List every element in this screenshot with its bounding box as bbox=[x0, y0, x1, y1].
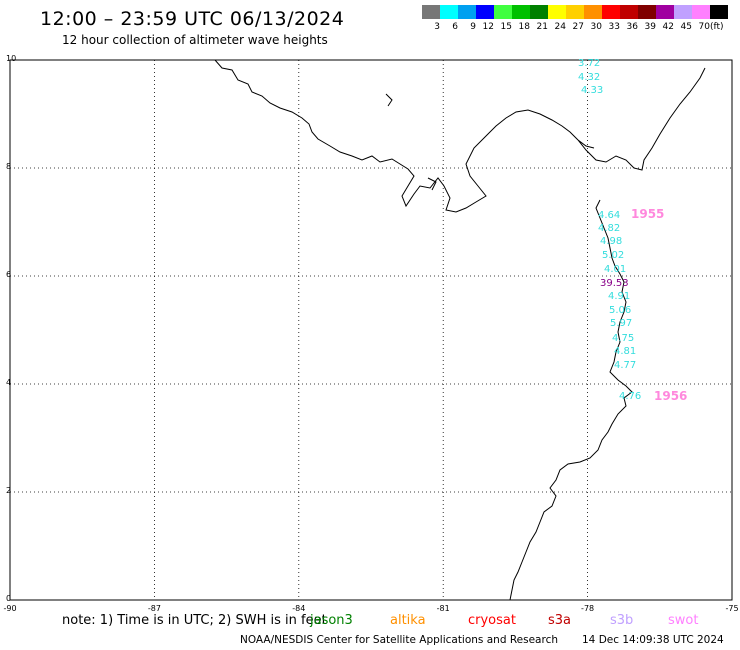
coastline-south bbox=[509, 199, 633, 601]
legend-bin-label: 21 bbox=[536, 22, 548, 32]
legend-bin-label: 6 bbox=[452, 22, 458, 32]
legend-swatch bbox=[440, 5, 458, 19]
mission-label: altika bbox=[390, 613, 426, 628]
legend-swatch bbox=[512, 5, 530, 19]
legend-swatch bbox=[710, 5, 728, 19]
mission-label: s3a bbox=[548, 613, 572, 628]
mission-label: swot bbox=[668, 613, 699, 628]
legend-swatch bbox=[530, 5, 548, 19]
footer-timestamp: 14 Dec 14:09:38 UTC 2024 bbox=[582, 634, 724, 646]
wave-height-value: 4.32 bbox=[578, 72, 600, 83]
observation-labels: 3.72 4.32 4.33 4.64 4.82 4.98 5.02 4.01 39.53 4.9… bbox=[578, 58, 641, 402]
coastline bbox=[214, 59, 706, 601]
longitude-tick-label: -75 bbox=[725, 604, 739, 613]
legend-bin-label: 24 bbox=[554, 22, 566, 32]
wave-height-value: 4.81 bbox=[614, 346, 636, 357]
footer-note: note: 1) Time is in UTC; 2) SWH is in fe… bbox=[62, 613, 327, 628]
legend-bin-label: 30 bbox=[590, 22, 602, 32]
wave-height-value: 4.76 bbox=[619, 391, 641, 402]
legend-swatch bbox=[458, 5, 476, 19]
track-time-label: 1956 bbox=[654, 389, 687, 403]
mission-label: cryosat bbox=[468, 613, 516, 628]
legend-bin-label: 70 bbox=[698, 22, 710, 32]
legend-bin-label: 36 bbox=[626, 22, 638, 32]
wave-height-value: 4.75 bbox=[612, 333, 634, 344]
legend-swatch bbox=[422, 5, 440, 19]
latitude-tick-label: 8 bbox=[6, 162, 12, 171]
longitude-tick-label: -78 bbox=[581, 604, 595, 613]
mission-label: s3b bbox=[610, 613, 634, 628]
latitude-tick-label: 2 bbox=[6, 486, 12, 495]
wave-height-value: 3.72 bbox=[578, 58, 600, 69]
legend-swatch bbox=[638, 5, 656, 19]
legend-bin-label: 15 bbox=[500, 22, 512, 32]
longitude-tick-label: -81 bbox=[436, 604, 450, 613]
legend-bin-label: 45 bbox=[680, 22, 692, 32]
legend-swatch bbox=[584, 5, 602, 19]
latitude-tick-label: 4 bbox=[6, 378, 12, 387]
wave-height-value: 4.33 bbox=[581, 85, 603, 96]
wave-height-value: 39.53 bbox=[600, 278, 629, 289]
map-subtitle: 12 hour collection of altimeter wave hei… bbox=[62, 33, 328, 47]
wave-height-value: 4.77 bbox=[614, 360, 636, 371]
legend-bin-label: 42 bbox=[662, 22, 674, 32]
legend-swatch bbox=[692, 5, 710, 19]
longitude-tick-label: -84 bbox=[292, 604, 306, 613]
wave-height-value: 4.91 bbox=[608, 291, 630, 302]
legend-swatch bbox=[656, 5, 674, 19]
latitude-tick-label: 6 bbox=[6, 270, 12, 279]
legend-bin-label: 39 bbox=[644, 22, 656, 32]
legend-swatch bbox=[566, 5, 584, 19]
legend-swatch bbox=[620, 5, 638, 19]
legend-swatch bbox=[602, 5, 620, 19]
latitude-tick-label: 0 bbox=[6, 594, 12, 603]
footer-credit: NOAA/NESDIS Center for Satellite Applica… bbox=[240, 634, 558, 646]
legend-swatch bbox=[548, 5, 566, 19]
longitude-tick-label: -87 bbox=[147, 604, 161, 613]
latitude-tick-label: 10 bbox=[6, 54, 17, 63]
legend-swatch bbox=[476, 5, 494, 19]
legend-bin-label: 3 bbox=[434, 22, 440, 32]
map-frame bbox=[9, 59, 733, 601]
wave-height-value: 5.06 bbox=[609, 305, 631, 316]
wave-height-value: 4.01 bbox=[604, 264, 626, 275]
map-title: 12:00 – 23:59 UTC 06/13/2024 bbox=[40, 8, 345, 30]
longitude-tick-label: -90 bbox=[3, 604, 17, 613]
legend-unit: (ft) bbox=[710, 22, 724, 32]
legend-bin-label: 18 bbox=[518, 22, 530, 32]
track-time-label: 1955 bbox=[631, 207, 664, 221]
legend-swatches bbox=[422, 5, 728, 19]
legend-bin-label: 9 bbox=[470, 22, 476, 32]
legend-swatch bbox=[494, 5, 512, 19]
wave-height-value: 5.02 bbox=[602, 250, 624, 261]
lat-lon-grid bbox=[9, 59, 733, 601]
wave-height-value: 4.82 bbox=[598, 223, 620, 234]
legend-bin-label: 12 bbox=[482, 22, 494, 32]
coastline-north bbox=[214, 59, 706, 213]
wave-height-value: 5.97 bbox=[610, 318, 632, 329]
legend-swatch bbox=[674, 5, 692, 19]
wave-height-legend: 3 6 9 12 15 18 21 24 27 30 33 36 39 42 45 70 (ft) bbox=[422, 5, 728, 32]
legend-bin-label: 33 bbox=[608, 22, 620, 32]
wave-height-value: 4.98 bbox=[600, 236, 622, 247]
wave-height-value: 4.64 bbox=[598, 210, 620, 221]
legend-labels: 3 6 9 12 15 18 21 24 27 30 33 36 39 42 45 70 bbox=[422, 22, 728, 32]
mission-label: jason3 bbox=[310, 613, 353, 628]
track-time-labels: 1955 1956 bbox=[631, 207, 687, 403]
legend-bin-label: 27 bbox=[572, 22, 584, 32]
